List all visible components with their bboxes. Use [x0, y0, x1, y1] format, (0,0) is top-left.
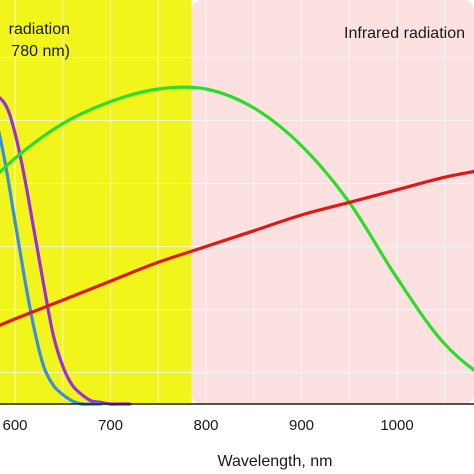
x-tick-label-900: 900 [289, 417, 314, 434]
x-tick-label-600: 600 [2, 417, 27, 434]
region-bands [0, 0, 474, 404]
region-label-0-0: radiation [9, 21, 70, 38]
series-line-0 [0, 95, 132, 406]
region-band-0 [0, 0, 192, 404]
x-tick-label-1000: 1000 [380, 417, 413, 434]
x-axis-title: Wavelength, nm [217, 453, 332, 470]
x-tick-label-700: 700 [98, 417, 123, 434]
x-axis-ticks: 600700800900100011001200130014001500 [2, 417, 413, 434]
x-tick-label-800: 800 [193, 417, 218, 434]
region-label-0-1: 780 nm) [11, 43, 70, 60]
region-band-1 [191, 0, 474, 404]
series-line-3 [0, 169, 474, 327]
series-line-2 [0, 85, 474, 373]
grid [14, 0, 159, 404]
region-labels: radiation 780 nm) Infrared radiation [9, 21, 465, 60]
region-label-1-0: Infrared radiation [344, 25, 465, 42]
